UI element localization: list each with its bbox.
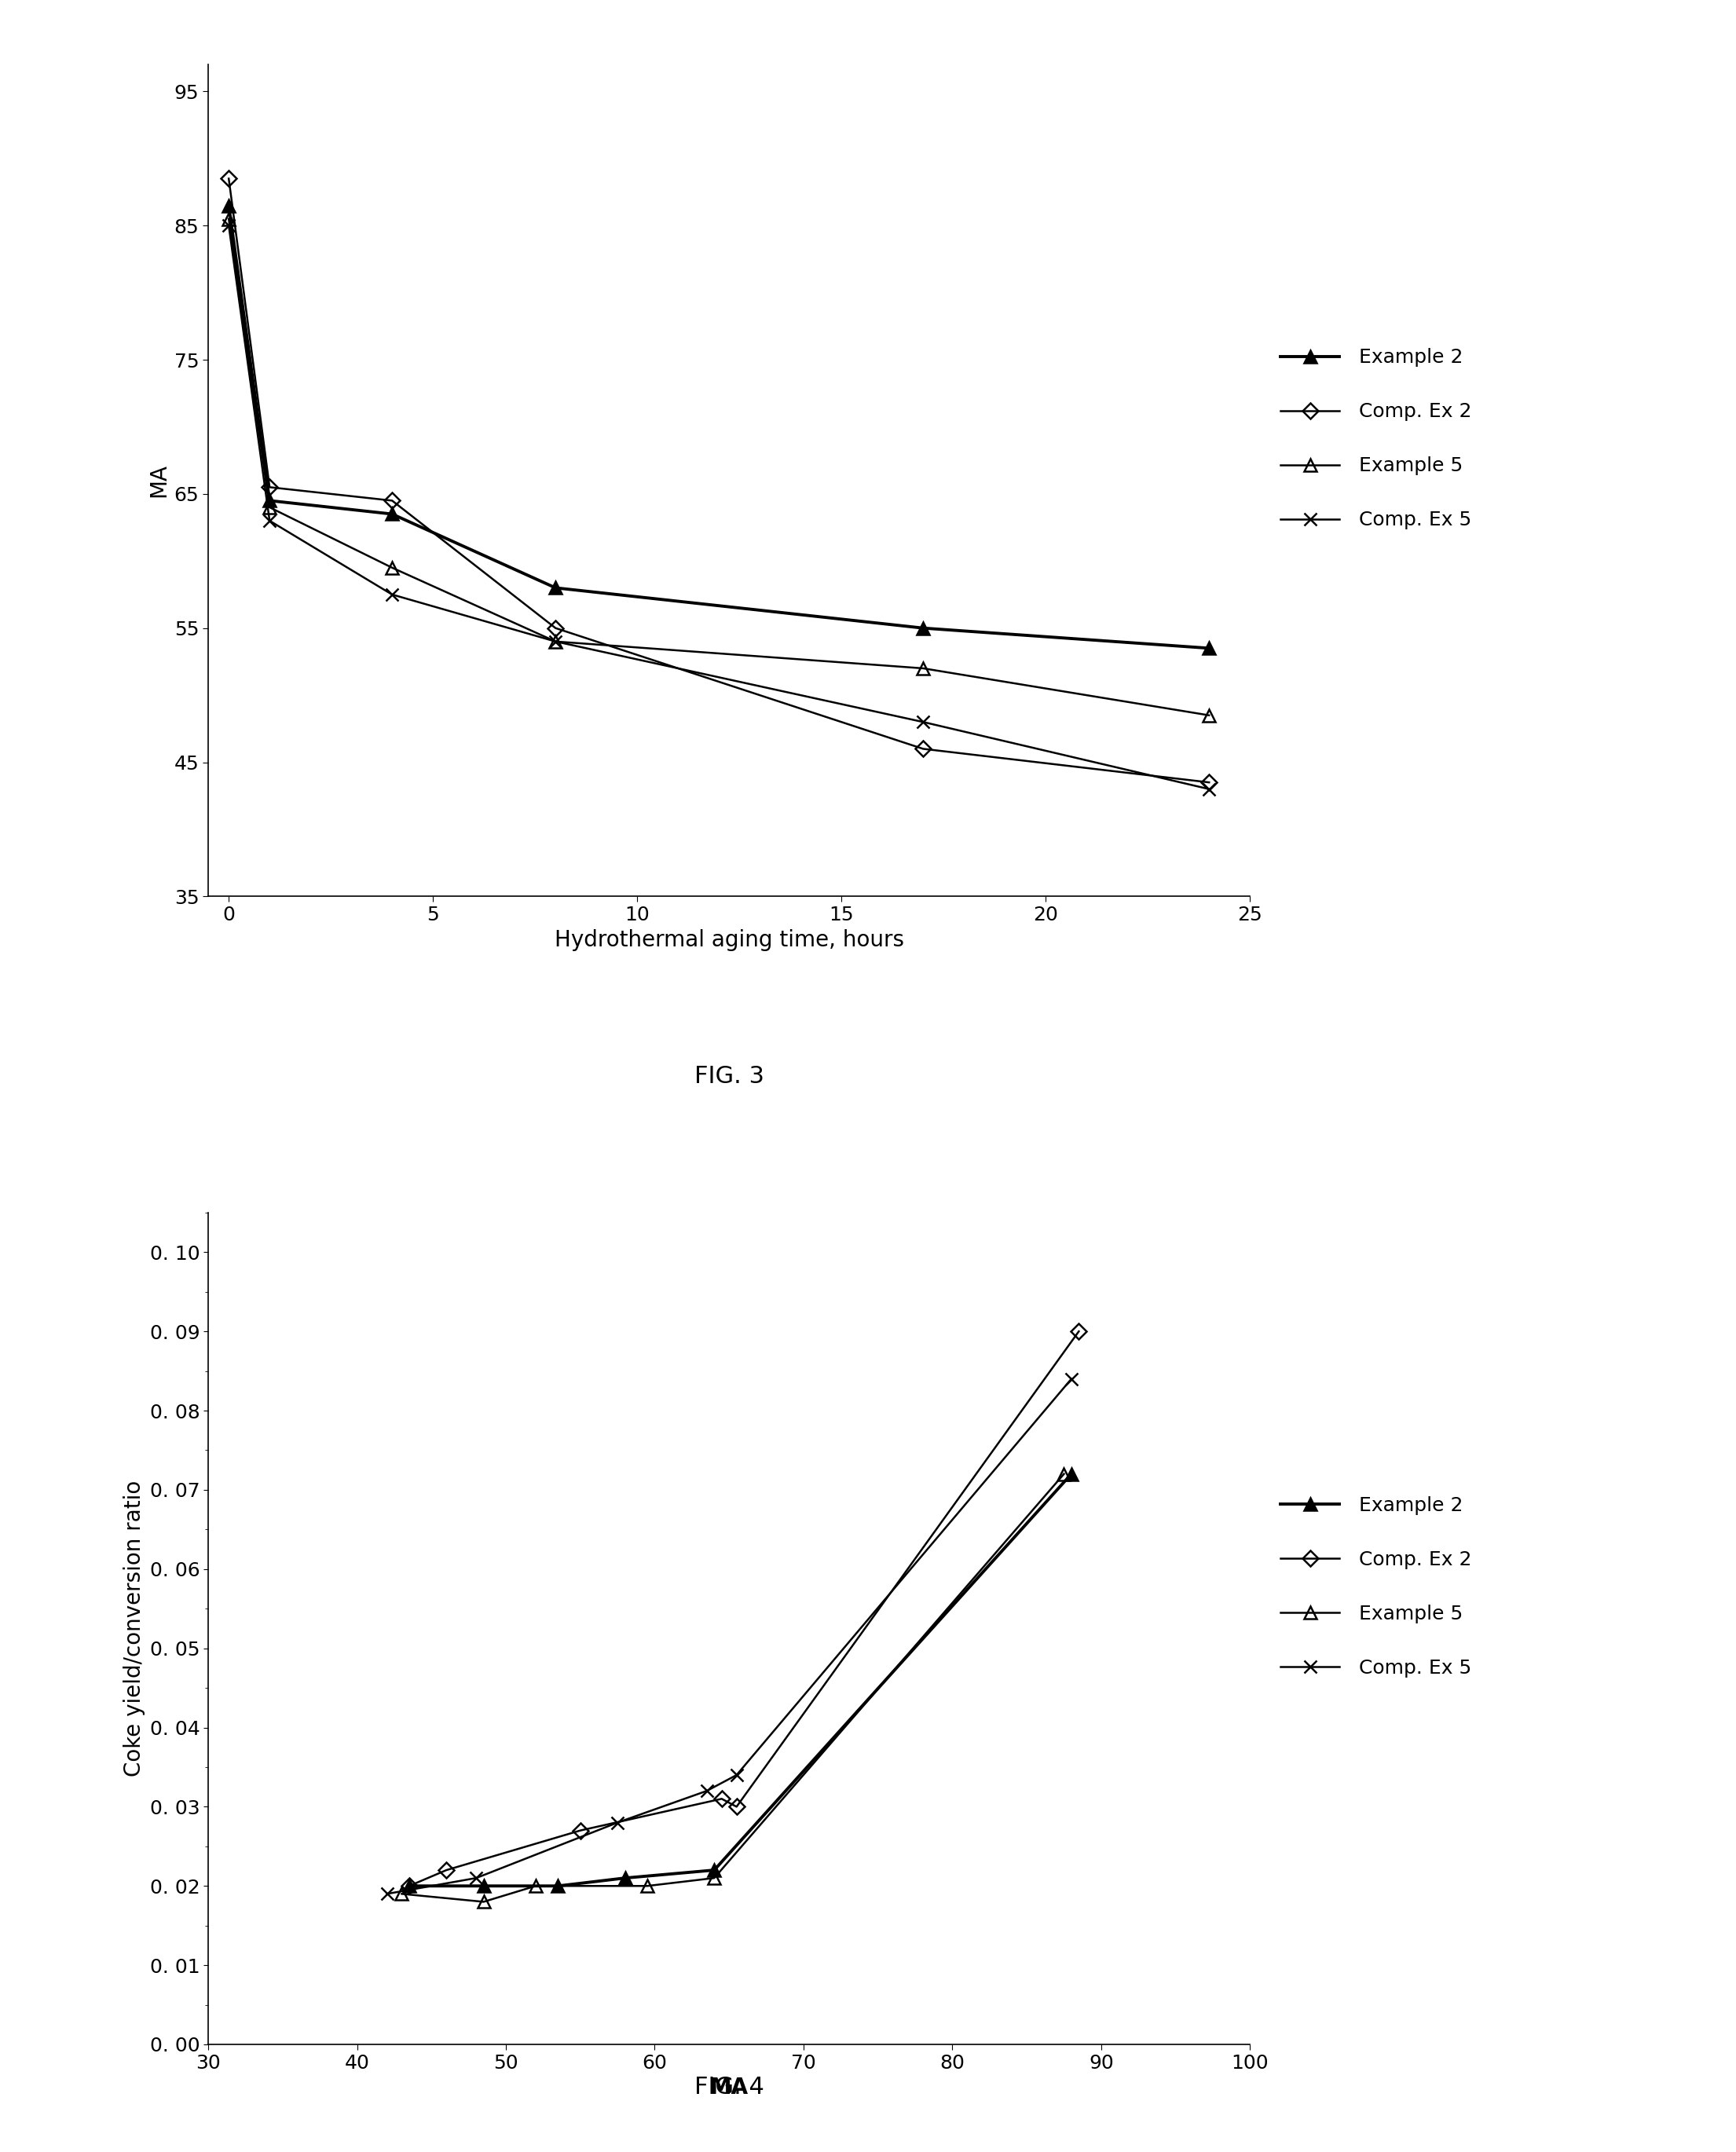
- Example 5: [526, 1872, 547, 1898]
- Example 2: [219, 192, 240, 217]
- Example 2: [547, 1872, 568, 1898]
- Example 5: [391, 1881, 411, 1907]
- Comp. Ex 2: [712, 1786, 733, 1812]
- Comp. Ex 2: [1198, 770, 1219, 796]
- Example 2: [615, 1866, 635, 1892]
- Example 5: [259, 495, 279, 521]
- Example 5: [1198, 702, 1219, 727]
- Text: FIG. 4: FIG. 4: [694, 2075, 764, 2098]
- Example 5: [703, 1866, 724, 1892]
- Comp. Ex 2: [259, 473, 279, 499]
- X-axis label: Hydrothermal aging time, hours: Hydrothermal aging time, hours: [554, 930, 904, 951]
- Comp. Ex 5: [608, 1810, 628, 1836]
- Comp. Ex 5: [259, 508, 279, 534]
- Line: Example 2: Example 2: [222, 200, 1215, 654]
- Line: Comp. Ex 2: Comp. Ex 2: [224, 172, 1215, 788]
- Comp. Ex 2: [726, 1795, 746, 1821]
- Comp. Ex 5: [696, 1778, 717, 1803]
- Comp. Ex 2: [219, 166, 240, 192]
- Line: Comp. Ex 5: Comp. Ex 5: [222, 220, 1215, 796]
- Y-axis label: MA: MA: [148, 463, 170, 497]
- Comp. Ex 5: [1198, 777, 1219, 803]
- Example 2: [382, 501, 403, 527]
- Comp. Ex 2: [545, 615, 566, 641]
- Example 2: [259, 489, 279, 514]
- Legend: Example 2, Comp. Ex 2, Example 5, Comp. Ex 5: Example 2, Comp. Ex 2, Example 5, Comp. …: [1281, 349, 1472, 529]
- Text: FIG. 3: FIG. 3: [694, 1065, 764, 1089]
- Comp. Ex 2: [569, 1818, 590, 1844]
- Comp. Ex 2: [399, 1872, 420, 1898]
- Example 5: [637, 1872, 658, 1898]
- Line: Example 5: Example 5: [396, 1468, 1069, 1909]
- Example 2: [1198, 635, 1219, 661]
- Line: Example 2: Example 2: [403, 1468, 1078, 1892]
- Comp. Ex 5: [377, 1881, 398, 1907]
- Comp. Ex 5: [726, 1762, 746, 1788]
- Comp. Ex 5: [913, 710, 934, 736]
- Example 5: [219, 207, 240, 232]
- Comp. Ex 2: [1068, 1319, 1088, 1345]
- Example 5: [1054, 1461, 1075, 1487]
- Example 5: [474, 1889, 495, 1915]
- Comp. Ex 2: [913, 736, 934, 762]
- Comp. Ex 5: [382, 581, 403, 607]
- Line: Comp. Ex 5: Comp. Ex 5: [380, 1373, 1078, 1900]
- Legend: Example 2, Comp. Ex 2, Example 5, Comp. Ex 5: Example 2, Comp. Ex 2, Example 5, Comp. …: [1281, 1496, 1472, 1679]
- Example 2: [703, 1857, 724, 1883]
- Example 5: [382, 555, 403, 581]
- Line: Example 5: Example 5: [222, 213, 1215, 721]
- Comp. Ex 5: [465, 1866, 486, 1892]
- Comp. Ex 2: [436, 1857, 457, 1883]
- Comp. Ex 2: [382, 489, 403, 514]
- Y-axis label: Coke yield/conversion ratio: Coke yield/conversion ratio: [123, 1481, 146, 1778]
- Example 2: [913, 615, 934, 641]
- Line: Comp. Ex 2: Comp. Ex 2: [404, 1326, 1085, 1892]
- X-axis label: MA: MA: [710, 2077, 748, 2098]
- Example 2: [474, 1872, 495, 1898]
- Comp. Ex 5: [219, 213, 240, 239]
- Example 5: [545, 628, 566, 654]
- Comp. Ex 5: [545, 628, 566, 654]
- Example 5: [913, 656, 934, 682]
- Example 2: [545, 575, 566, 600]
- Example 2: [399, 1872, 420, 1898]
- Example 2: [1061, 1461, 1082, 1487]
- Comp. Ex 5: [1061, 1367, 1082, 1392]
